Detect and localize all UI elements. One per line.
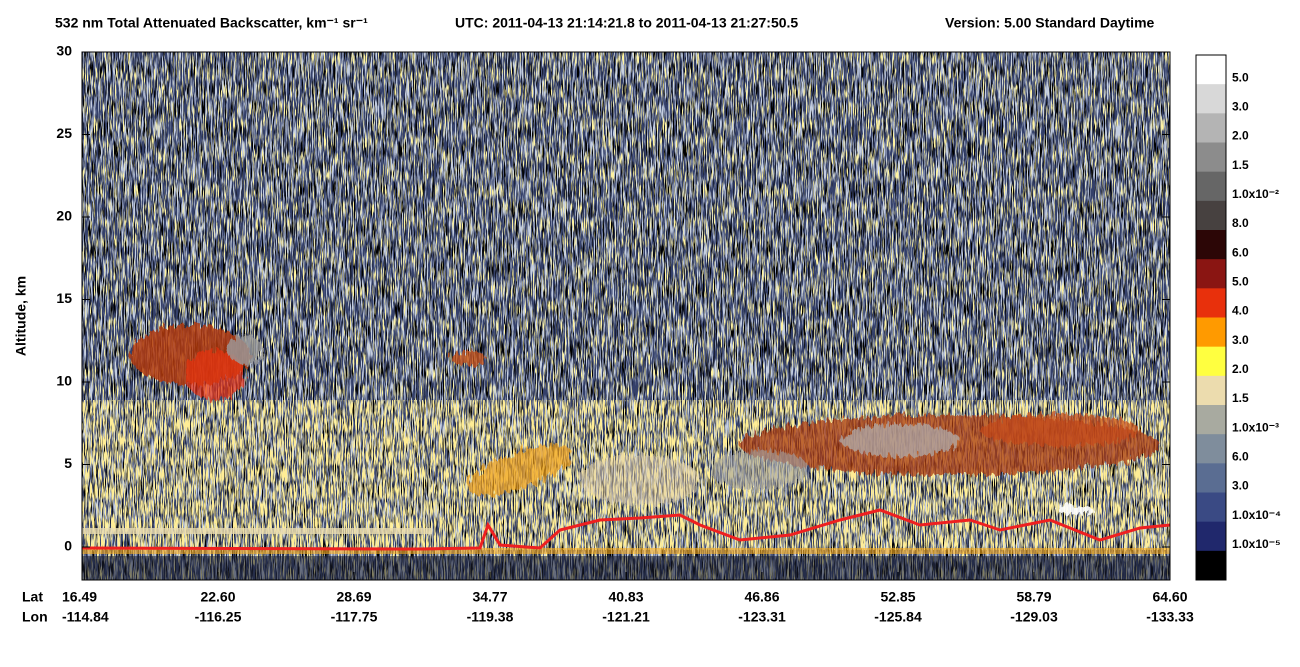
colorbar-swatch bbox=[1196, 346, 1226, 377]
colorbar-label: 5.0 bbox=[1232, 70, 1249, 84]
colorbar-label: 1.0x10⁻³ bbox=[1232, 420, 1279, 434]
lon-tick-label: -121.21 bbox=[602, 609, 650, 625]
colorbar-swatch bbox=[1196, 55, 1226, 85]
version: Version: 5.00 Standard Daytime bbox=[945, 15, 1155, 31]
colorbar-label: 3.0 bbox=[1232, 100, 1249, 114]
colorbar-swatch bbox=[1196, 463, 1226, 493]
surface-layer bbox=[82, 528, 432, 534]
lat-tick-label: 46.86 bbox=[744, 589, 779, 605]
lon-tick-label: -123.31 bbox=[738, 609, 786, 625]
colorbar-swatch bbox=[1196, 171, 1226, 202]
colorbar-label: 5.0 bbox=[1232, 275, 1249, 289]
lat-tick-label: 52.85 bbox=[880, 589, 915, 605]
colorbar-label: 3.0 bbox=[1232, 333, 1249, 347]
colorbar-label: 1.0x10⁻⁴ bbox=[1232, 508, 1281, 522]
colorbar: 5.0 3.0 2.0 1.5 1.0x10⁻² 8.0 6.0 5.0 4.0 3.0 2.0 1.… bbox=[1195, 54, 1281, 581]
lon-label: Lon bbox=[22, 609, 48, 625]
chart-title: 532 nm Total Attenuated Backscatter, km⁻… bbox=[55, 15, 368, 31]
colorbar-label: 1.5 bbox=[1232, 391, 1249, 405]
y-tick-label: 25 bbox=[56, 125, 72, 141]
y-axis-label: Altitude, km bbox=[13, 276, 29, 356]
y-tick-label: 5 bbox=[64, 455, 72, 471]
y-tick-label: 15 bbox=[56, 290, 72, 306]
lon-tick-label: -125.84 bbox=[874, 609, 922, 625]
colorbar-label: 1.0x10⁻⁵ bbox=[1232, 537, 1281, 551]
colorbar-swatch bbox=[1196, 434, 1226, 464]
lon-tick-label: -117.75 bbox=[331, 609, 378, 625]
colorbar-swatch bbox=[1196, 259, 1226, 289]
lat-tick-label: 22.60 bbox=[200, 589, 235, 605]
y-tick-label: 20 bbox=[56, 208, 72, 224]
colorbar-label: 6.0 bbox=[1232, 450, 1249, 464]
colorbar-swatch bbox=[1196, 84, 1226, 114]
colorbar-swatch bbox=[1196, 317, 1226, 348]
colorbar-label: 2.0 bbox=[1232, 129, 1249, 143]
lon-tick-label: -129.03 bbox=[1010, 609, 1058, 625]
colorbar-swatch bbox=[1196, 288, 1226, 318]
backscatter-image bbox=[81, 51, 1171, 581]
lat-tick-label: 28.69 bbox=[336, 589, 371, 605]
lon-tick-label: -114.84 bbox=[62, 609, 109, 625]
lat-tick-label: 64.60 bbox=[1152, 589, 1187, 605]
colorbar-label: 8.0 bbox=[1232, 216, 1249, 230]
y-tick-label: 30 bbox=[56, 43, 72, 59]
lat-tick-label: 16.49 bbox=[62, 589, 97, 605]
y-tick-label: 10 bbox=[56, 373, 72, 389]
colorbar-swatch bbox=[1196, 492, 1226, 523]
surface-return bbox=[81, 508, 1171, 551]
lat-tick-label: 40.83 bbox=[608, 589, 643, 605]
surface-layer bbox=[82, 548, 1170, 554]
colorbar-swatch bbox=[1196, 142, 1226, 173]
colorbar-frame bbox=[1195, 54, 1227, 581]
lon-tick-label: -116.25 bbox=[195, 609, 242, 625]
colorbar-swatch bbox=[1196, 375, 1226, 406]
colorbar-swatch bbox=[1196, 200, 1226, 231]
utc-range: UTC: 2011-04-13 21:14:21.8 to 2011-04-13… bbox=[455, 15, 798, 31]
colorbar-label: 1.5 bbox=[1232, 158, 1249, 172]
colorbar-swatch bbox=[1196, 521, 1226, 552]
colorbar-label: 2.0 bbox=[1232, 362, 1249, 376]
clouds bbox=[130, 325, 1160, 515]
lon-tick-label: -133.33 bbox=[1146, 609, 1194, 625]
colorbar-label: 4.0 bbox=[1232, 304, 1249, 318]
colorbar-label: 1.0x10⁻² bbox=[1232, 187, 1279, 201]
y-tick-label: 0 bbox=[64, 538, 72, 554]
lat-label: Lat bbox=[22, 589, 43, 605]
lat-tick-label: 58.79 bbox=[1016, 589, 1051, 605]
colorbar-swatch bbox=[1196, 405, 1226, 435]
colorbar-swatch bbox=[1196, 550, 1226, 581]
colorbar-label: 6.0 bbox=[1232, 245, 1249, 259]
colorbar-swatch bbox=[1196, 113, 1226, 143]
colorbar-swatch bbox=[1196, 230, 1226, 260]
colorbar-label: 3.0 bbox=[1232, 479, 1249, 493]
lat-tick-label: 34.77 bbox=[472, 589, 507, 605]
lon-tick-label: -119.38 bbox=[467, 609, 514, 625]
